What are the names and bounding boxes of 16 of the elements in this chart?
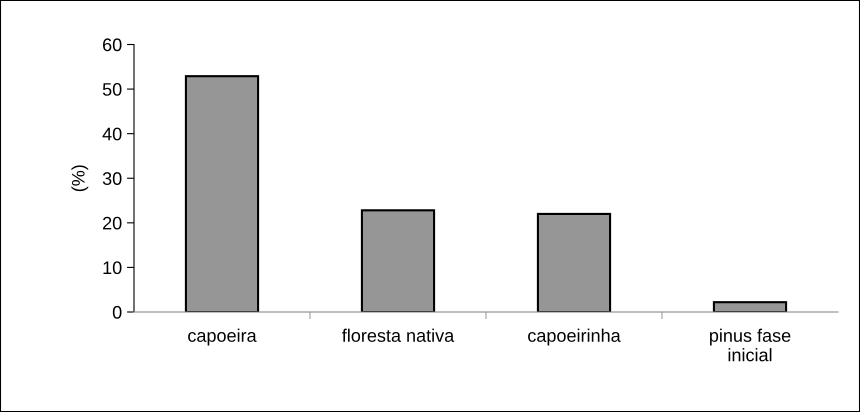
bar	[360, 209, 436, 312]
x-tick-label: floresta nativa	[342, 328, 454, 342]
y-tick-label: 10	[103, 261, 122, 274]
x-tick-label: pinus fase inicial	[710, 328, 790, 362]
y-tick-label: 0	[112, 306, 122, 319]
y-tick-label: 50	[102, 83, 122, 96]
y-axis-title: (%)	[71, 165, 88, 192]
bar	[184, 75, 260, 312]
x-tick-label: capoeira	[188, 328, 257, 346]
y-tick-label: 60	[103, 38, 122, 52]
y-tick-label: 20	[103, 216, 122, 230]
y-tick-label: 40	[102, 128, 122, 140]
bar	[536, 212, 612, 312]
x-tick-label: capoeirinha	[528, 328, 621, 346]
bar	[712, 301, 788, 312]
y-tick-label: 30	[102, 172, 122, 185]
